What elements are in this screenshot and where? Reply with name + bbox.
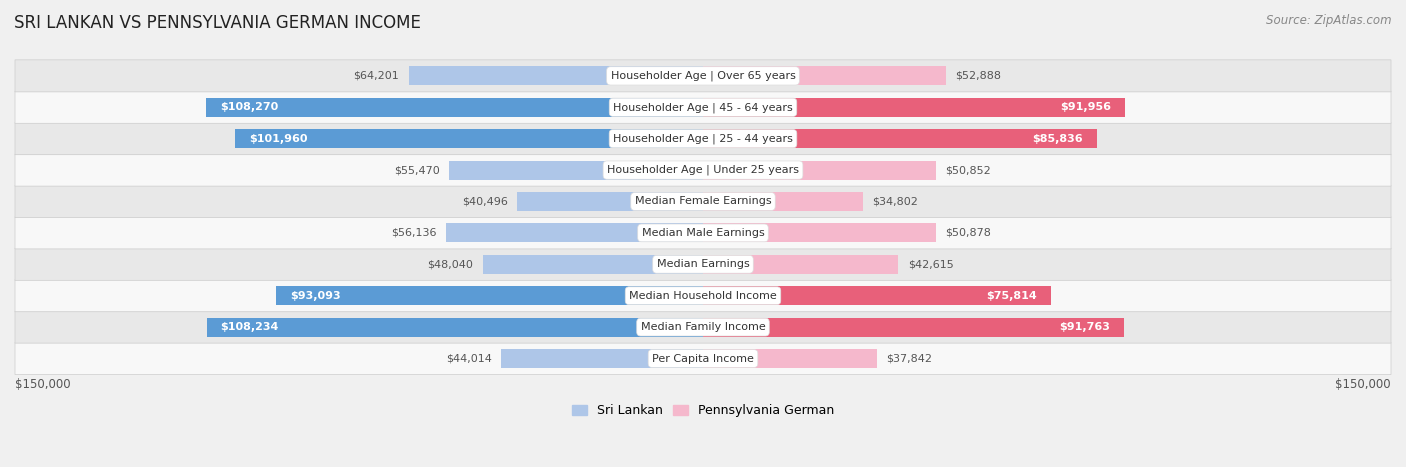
Text: $40,496: $40,496 <box>463 197 508 206</box>
Bar <box>703 98 1125 117</box>
Bar <box>703 286 1050 305</box>
Text: Median Family Income: Median Family Income <box>641 322 765 332</box>
Bar <box>703 318 1123 337</box>
Bar <box>276 286 703 305</box>
Text: $101,960: $101,960 <box>249 134 308 144</box>
Text: Householder Age | Under 25 years: Householder Age | Under 25 years <box>607 165 799 175</box>
Text: $150,000: $150,000 <box>1336 378 1391 391</box>
Bar <box>703 224 936 242</box>
Text: $91,763: $91,763 <box>1059 322 1111 332</box>
Bar <box>517 192 703 211</box>
Bar <box>703 129 1097 148</box>
Bar <box>703 192 863 211</box>
Text: $91,956: $91,956 <box>1060 102 1111 112</box>
Text: $50,878: $50,878 <box>945 228 991 238</box>
Text: $44,014: $44,014 <box>446 354 492 363</box>
FancyBboxPatch shape <box>15 280 1391 312</box>
Bar <box>207 318 703 337</box>
Legend: Sri Lankan, Pennsylvania German: Sri Lankan, Pennsylvania German <box>567 399 839 422</box>
Text: $48,040: $48,040 <box>427 259 474 269</box>
Text: $108,234: $108,234 <box>221 322 278 332</box>
Text: $75,814: $75,814 <box>986 291 1038 301</box>
Text: Median Household Income: Median Household Income <box>628 291 778 301</box>
Text: Median Earnings: Median Earnings <box>657 259 749 269</box>
FancyBboxPatch shape <box>15 154 1391 186</box>
Bar <box>482 255 703 274</box>
Text: $37,842: $37,842 <box>886 354 932 363</box>
FancyBboxPatch shape <box>15 91 1391 123</box>
Bar <box>446 224 703 242</box>
Text: $50,852: $50,852 <box>945 165 991 175</box>
Bar <box>703 349 876 368</box>
FancyBboxPatch shape <box>15 123 1391 155</box>
Bar <box>409 66 703 85</box>
Text: $56,136: $56,136 <box>391 228 436 238</box>
Text: $150,000: $150,000 <box>15 378 70 391</box>
Bar <box>449 161 703 179</box>
Bar <box>235 129 703 148</box>
FancyBboxPatch shape <box>15 248 1391 280</box>
Text: Source: ZipAtlas.com: Source: ZipAtlas.com <box>1267 14 1392 27</box>
FancyBboxPatch shape <box>15 60 1391 92</box>
Text: $52,888: $52,888 <box>955 71 1001 81</box>
Text: $34,802: $34,802 <box>872 197 918 206</box>
FancyBboxPatch shape <box>15 342 1391 375</box>
Text: Householder Age | 45 - 64 years: Householder Age | 45 - 64 years <box>613 102 793 113</box>
Bar <box>703 66 946 85</box>
Text: $55,470: $55,470 <box>394 165 440 175</box>
Bar <box>207 98 703 117</box>
Text: Median Male Earnings: Median Male Earnings <box>641 228 765 238</box>
Bar <box>501 349 703 368</box>
Text: Per Capita Income: Per Capita Income <box>652 354 754 363</box>
FancyBboxPatch shape <box>15 217 1391 249</box>
Text: Householder Age | 25 - 44 years: Householder Age | 25 - 44 years <box>613 134 793 144</box>
FancyBboxPatch shape <box>15 311 1391 343</box>
Text: $64,201: $64,201 <box>353 71 399 81</box>
Bar <box>703 255 898 274</box>
Text: SRI LANKAN VS PENNSYLVANIA GERMAN INCOME: SRI LANKAN VS PENNSYLVANIA GERMAN INCOME <box>14 14 420 32</box>
Bar <box>703 161 936 179</box>
Text: $93,093: $93,093 <box>290 291 340 301</box>
Text: $85,836: $85,836 <box>1032 134 1083 144</box>
Text: $42,615: $42,615 <box>908 259 953 269</box>
Text: Median Female Earnings: Median Female Earnings <box>634 197 772 206</box>
Text: $108,270: $108,270 <box>221 102 278 112</box>
Text: Householder Age | Over 65 years: Householder Age | Over 65 years <box>610 71 796 81</box>
FancyBboxPatch shape <box>15 185 1391 218</box>
